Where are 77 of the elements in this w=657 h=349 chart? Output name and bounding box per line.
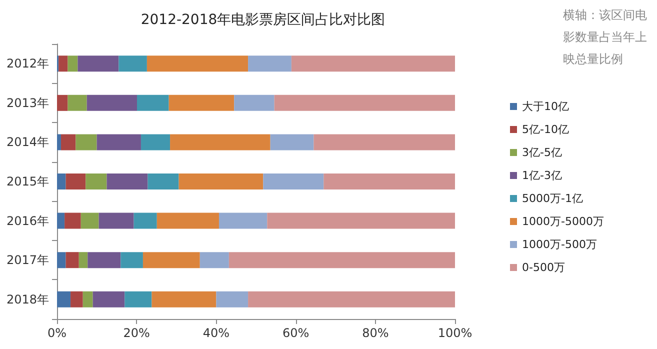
bar <box>106 174 148 190</box>
bar <box>68 56 78 72</box>
y-tick-label: 2017年 <box>6 253 49 268</box>
bar <box>248 291 455 308</box>
bar <box>86 94 137 111</box>
bar <box>228 252 455 268</box>
bar <box>57 174 66 190</box>
bar <box>218 212 268 229</box>
bar <box>267 212 455 229</box>
bar <box>234 94 274 111</box>
bar <box>263 174 324 190</box>
bar <box>168 94 234 111</box>
bar <box>200 252 229 268</box>
x-tick-label: 100% <box>438 326 472 340</box>
bar <box>57 94 68 111</box>
legend-label: 1000万-5000万 <box>522 215 604 228</box>
x-tick-label: 60% <box>282 326 310 340</box>
bar <box>64 212 81 229</box>
bar <box>137 94 169 111</box>
bar <box>118 56 147 72</box>
bar <box>80 212 99 229</box>
bar <box>88 252 121 268</box>
bar <box>270 134 314 150</box>
bar <box>124 291 152 308</box>
bar <box>120 252 143 268</box>
legend-label: 5000万-1亿 <box>522 192 583 205</box>
y-tick-label: 2015年 <box>6 174 49 188</box>
bar <box>156 212 219 229</box>
bar <box>291 56 455 72</box>
bar <box>134 212 157 229</box>
bar <box>78 56 119 72</box>
bar <box>98 212 134 229</box>
bar <box>92 291 125 308</box>
legend-label: 0-500万 <box>522 261 565 274</box>
bar <box>216 291 248 308</box>
legend-label: 1亿-3亿 <box>522 169 562 182</box>
bar <box>148 174 179 190</box>
legend-label: 3亿-5亿 <box>522 146 562 159</box>
bar <box>57 212 65 229</box>
bar <box>152 291 216 308</box>
bar <box>86 174 107 190</box>
y-tick-label: 2013年 <box>6 96 49 110</box>
bar <box>66 252 79 268</box>
bar <box>142 252 200 268</box>
bar <box>324 174 455 190</box>
bar <box>60 134 76 150</box>
text: 横轴：该区间电影数量占当年上映总量比例 <box>563 7 648 68</box>
bar <box>96 134 141 150</box>
y-tick-label: 2018年 <box>6 292 49 306</box>
y-tick-label: 2014年 <box>6 135 49 150</box>
bar <box>70 291 83 308</box>
bar <box>314 134 455 150</box>
y-tick-label: 2016年 <box>6 214 49 228</box>
legend-label: 5亿-10亿 <box>522 123 569 136</box>
y-tick-label: 2012年 <box>6 56 49 71</box>
x-tick-label: 80% <box>362 326 389 340</box>
bar <box>66 174 86 190</box>
bar <box>82 291 93 308</box>
bar <box>146 56 248 72</box>
chart-title: 2012-2018年电影票房区间占比对比图 <box>140 12 386 28</box>
bar <box>170 134 270 150</box>
x-tick-label: 0% <box>47 326 67 340</box>
bar <box>58 56 68 72</box>
legend-label: 大于10亿 <box>522 100 569 113</box>
bar <box>140 134 170 150</box>
bar <box>76 134 97 150</box>
bar <box>178 174 264 190</box>
bar <box>57 291 71 308</box>
bar <box>68 94 87 111</box>
bar <box>78 252 88 268</box>
bar <box>274 94 455 111</box>
bar <box>57 252 66 268</box>
bar <box>57 134 61 150</box>
x-tick-label: 40% <box>202 326 230 340</box>
legend-label: 1000万-500万 <box>522 238 597 251</box>
bar <box>248 56 292 72</box>
x-tick-label: 20% <box>123 326 150 340</box>
